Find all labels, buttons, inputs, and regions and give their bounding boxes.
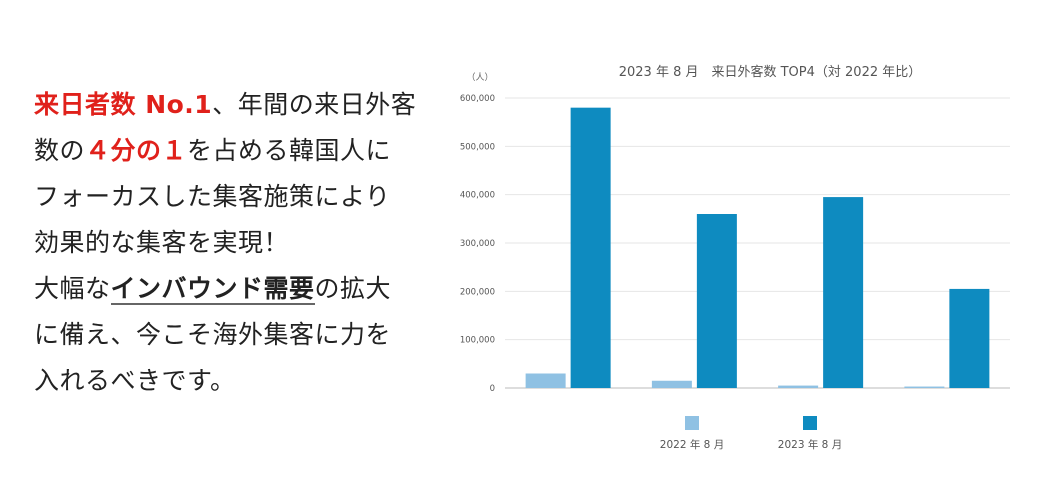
legend: 2022 年 8 月 2023 年 8 月 [660,416,842,451]
y-tick-label: 400,000 [460,191,495,201]
highlight-visitor-rank: 来日者数 No.1 [34,90,213,119]
copy-text: を占める韓国人に [187,136,392,165]
bar-2022-3 [778,385,819,388]
y-tick-label: 200,000 [460,287,495,297]
highlight-inbound-demand: インバウンド需要 [110,274,315,305]
copy-line-2: 数の４分の１を占める韓国人に [34,128,434,174]
bar-2023-1 [570,107,611,388]
y-tick-label: 500,000 [460,142,495,152]
copy-line-3: フォーカスした集客施策により [34,182,391,211]
copy-line-4: 効果的な集客を実現！ [34,228,290,257]
y-tick-label: 0 [490,384,495,394]
y-axis-unit-label: （人） [466,72,493,83]
legend-label-2022: 2022 年 8 月 [660,438,724,451]
bar-2022-4 [904,386,945,388]
legend-swatch-2023 [803,416,817,430]
copy-text: の拡大 [314,274,392,303]
promo-copy: 来日者数 No.1、年間の来日外客 数の４分の１を占める韓国人に フォーカスした… [34,82,434,404]
bar-2023-2 [696,214,737,388]
copy-text: 数の [34,136,86,165]
copy-line-6: に備え、今こそ海外集客に力を [34,320,392,349]
y-tick-label: 100,000 [460,336,495,346]
copy-line-1: 来日者数 No.1、年間の来日外客 [34,82,434,128]
chart-title: 2023 年 8 月 来日外客数 TOP4（対 2022 年比） [619,64,922,80]
legend-swatch-2022 [685,416,699,430]
y-tick-label: 600,000 [460,94,495,104]
bar-2022-2 [651,380,692,388]
y-tick-label: 300,000 [460,239,495,249]
copy-line-5: 大幅なインバウンド需要の拡大 [34,266,434,312]
bar-2022-1 [525,373,566,388]
highlight-quarter: ４分の１ [85,136,188,165]
copy-line-7: 入れるべきです。 [34,366,236,395]
bar-2023-4 [949,288,990,388]
y-axis-ticks: 0 100,000 200,000 300,000 400,000 500,000 600,… [460,94,495,394]
bar-2023-3 [823,197,864,388]
copy-text: 大幅な [34,274,111,303]
copy-text: 、年間の来日外客 [212,90,417,119]
visitor-bar-chart: 2023 年 8 月 来日外客数 TOP4（対 2022 年比） （人） 0 10… [460,64,1010,451]
legend-label-2023: 2023 年 8 月 [778,438,842,451]
bars [525,107,990,388]
